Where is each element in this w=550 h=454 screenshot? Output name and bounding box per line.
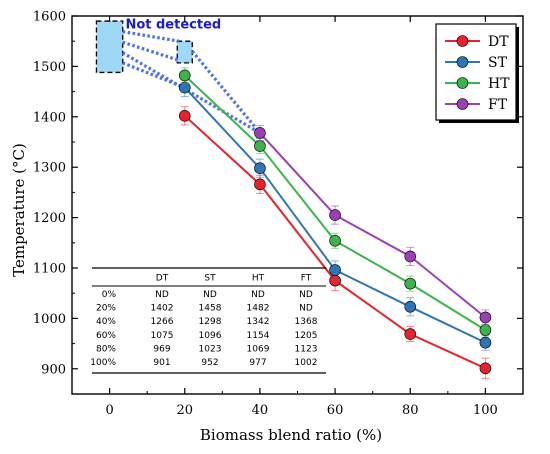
data-point-FT	[404, 250, 417, 263]
data-point-ST	[404, 301, 417, 313]
not-detected-box-2	[176, 40, 193, 64]
data-point-DT	[404, 328, 417, 340]
x-tick-label: 100	[473, 403, 498, 418]
x-tick-label: 60	[327, 403, 344, 418]
table-cell: 80%	[96, 344, 116, 354]
data-point-HT	[404, 277, 417, 290]
data-point-HT	[479, 324, 492, 336]
x-axis-title: Biomass blend ratio (%)	[200, 426, 382, 444]
table-cell: 1298	[199, 317, 222, 327]
table-cell: 20%	[96, 304, 116, 314]
data-point-HT	[178, 69, 191, 82]
not-detected-connector	[122, 61, 186, 90]
x-tick-label: 40	[252, 403, 269, 418]
table-cell: 1402	[151, 304, 174, 314]
not-detected-annotation: Not detected	[95, 18, 262, 135]
data-table: DT ST HT FT 0% ND ND ND ND 20% 1402 1458 1482 ND 40% 12…	[90, 267, 326, 374]
legend-marker-ST	[456, 56, 469, 68]
table-header-cell: ST	[204, 274, 216, 284]
legend-marker-HT	[456, 77, 469, 89]
table-cell: ND	[203, 290, 217, 300]
table-cell: 1368	[295, 317, 318, 327]
table-cell: 1002	[295, 358, 318, 368]
data-point-HT	[254, 140, 266, 152]
y-tick-label: 1400	[33, 110, 66, 125]
data-point-FT	[479, 311, 492, 324]
not-detected-connector	[122, 30, 180, 43]
table-cell: 1123	[295, 344, 318, 354]
x-tick-label: 80	[402, 403, 419, 418]
table-cell: 100%	[90, 358, 116, 368]
y-tick-label: 1300	[33, 161, 66, 176]
x-tick-label: 0	[105, 403, 113, 418]
legend-marker-FT	[456, 98, 469, 110]
axes-layer: 900 1000 1100 1200 1300 1400 1500 1600 0 20 40 60 80…	[33, 10, 524, 418]
table-cell: 40%	[96, 317, 116, 327]
table-cell: 977	[249, 358, 266, 368]
table-cell: 0%	[102, 290, 117, 300]
table-cell: 1266	[151, 317, 174, 327]
not-detected-connector	[121, 51, 261, 135]
legend-marker-DT	[456, 35, 469, 47]
table-cell: 1023	[199, 344, 222, 354]
table-cell: 1458	[199, 304, 222, 314]
data-point-DT	[479, 362, 492, 375]
table-cell: 1154	[247, 331, 270, 341]
data-point-ST	[254, 162, 266, 175]
table-cell: 1069	[247, 344, 270, 354]
y-tick-label: 1500	[33, 60, 66, 75]
series-layer	[178, 67, 492, 379]
not-detected-box-1	[95, 20, 124, 74]
table-cell: 952	[201, 358, 218, 368]
y-axis-title: Temperature (°C)	[10, 143, 28, 277]
table-cell: 901	[153, 358, 170, 368]
table-cell: 1205	[295, 331, 318, 341]
table-cell: 1482	[247, 304, 270, 314]
not-detected-label: Not detected	[125, 18, 221, 33]
x-tick-label: 20	[176, 403, 193, 418]
legend-label-ST: ST	[488, 55, 508, 71]
data-point-FT	[254, 127, 266, 139]
y-tick-label: 1000	[33, 312, 66, 327]
legend-label-DT: DT	[488, 34, 509, 50]
data-point-ST	[329, 264, 341, 276]
table-cell: ND	[251, 290, 265, 300]
data-point-ST	[178, 81, 191, 94]
table-cell: ND	[155, 290, 169, 300]
y-tick-label: 1100	[33, 262, 66, 277]
table-cell: 969	[153, 344, 170, 354]
table-header-cell: HT	[252, 274, 265, 284]
table-cell: ND	[299, 304, 313, 314]
data-point-HT	[329, 234, 341, 247]
not-detected-connector	[122, 40, 180, 62]
data-point-FT	[329, 209, 341, 221]
table-cell: 1096	[199, 331, 222, 341]
table-header-cell: DT	[156, 274, 169, 284]
data-point-ST	[479, 336, 492, 349]
data-point-DT	[178, 109, 191, 122]
y-tick-label: 1200	[33, 211, 66, 226]
legend-label-HT: HT	[488, 76, 510, 92]
table-header-cell: FT	[301, 274, 312, 284]
series-line-FT	[259, 132, 487, 319]
y-tick-label: 900	[41, 362, 66, 377]
legend-label-FT: FT	[488, 97, 508, 113]
table-cell: 1075	[151, 331, 174, 341]
table-cell: 60%	[96, 331, 116, 341]
y-tick-label: 1600	[33, 10, 66, 25]
data-point-DT	[254, 178, 266, 191]
legend: DT ST HT FT	[435, 23, 519, 123]
table-cell: 1342	[247, 317, 270, 327]
table-cell: ND	[299, 290, 313, 300]
